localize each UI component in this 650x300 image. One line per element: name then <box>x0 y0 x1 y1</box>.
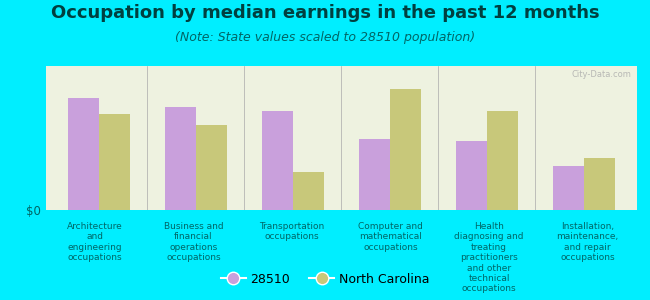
Bar <box>390 89 421 210</box>
Bar <box>68 98 99 210</box>
Text: Health
diagnosing and
treating
practitioners
and other
technical
occupations: Health diagnosing and treating practitio… <box>454 222 524 293</box>
Legend: 28510, North Carolina: 28510, North Carolina <box>216 268 434 291</box>
Bar <box>196 125 227 210</box>
Bar <box>292 172 324 210</box>
Bar <box>487 111 518 210</box>
Bar <box>584 158 615 210</box>
Bar <box>456 141 487 210</box>
Bar <box>262 111 292 210</box>
Text: (Note: State values scaled to 28510 population): (Note: State values scaled to 28510 popu… <box>175 32 475 44</box>
Text: Occupation by median earnings in the past 12 months: Occupation by median earnings in the pas… <box>51 4 599 22</box>
Text: Computer and
mathematical
occupations: Computer and mathematical occupations <box>358 222 423 252</box>
Bar <box>99 114 130 210</box>
Text: City-Data.com: City-Data.com <box>571 70 631 79</box>
Bar <box>359 139 390 210</box>
Bar <box>164 107 196 210</box>
Text: Business and
financial
operations
occupations: Business and financial operations occupa… <box>164 222 223 262</box>
Bar <box>552 166 584 210</box>
Text: Installation,
maintenance,
and repair
occupations: Installation, maintenance, and repair oc… <box>556 222 619 262</box>
Text: Architecture
and
engineering
occupations: Architecture and engineering occupations <box>67 222 123 262</box>
Text: Transportation
occupations: Transportation occupations <box>259 222 324 242</box>
